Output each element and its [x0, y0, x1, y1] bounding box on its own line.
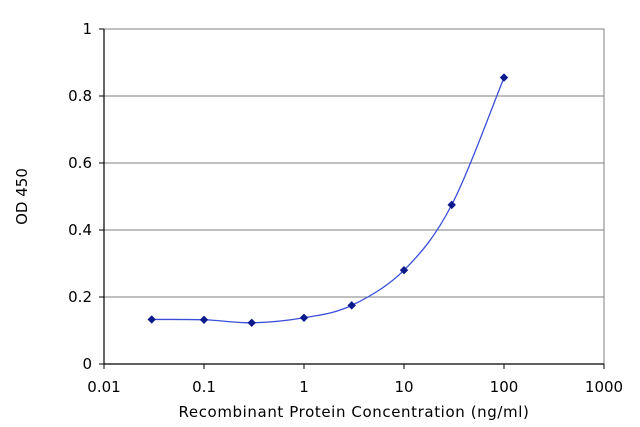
x-tick-label: 0.01 [87, 378, 120, 396]
y-tick-label: 0.6 [68, 154, 92, 172]
data-series [147, 73, 509, 327]
gridlines [104, 95, 604, 298]
y-tick-label: 0 [82, 355, 92, 373]
series-line [151, 77, 505, 324]
data-point [247, 318, 256, 327]
y-tick-label: 0.4 [68, 221, 92, 239]
data-point [147, 315, 156, 324]
plot-area-frame [103, 28, 605, 365]
y-axis-label: OD 450 [13, 168, 31, 225]
tick-labels: 0 0.2 0.4 0.6 0.8 1 0.01 0.1 1 10 100 1000 [68, 20, 623, 396]
data-point [447, 200, 456, 210]
x-axis-label: Recombinant Protein Concentration (ng/ml… [179, 403, 530, 421]
x-tick-label: 1 [299, 378, 309, 396]
data-point [399, 266, 409, 275]
x-tick-label: 100 [490, 378, 519, 396]
y-tick-label: 0.2 [68, 288, 92, 306]
axes [99, 28, 605, 369]
x-tick-label: 0.1 [192, 378, 216, 396]
data-point [499, 73, 509, 82]
data-point [199, 315, 209, 324]
y-tick-label: 0.8 [68, 87, 92, 105]
data-point [347, 301, 356, 310]
y-tick-label: 1 [82, 20, 92, 38]
x-tick-label: 10 [394, 378, 413, 396]
x-tick-label: 1000 [585, 378, 623, 396]
data-point [299, 313, 309, 322]
